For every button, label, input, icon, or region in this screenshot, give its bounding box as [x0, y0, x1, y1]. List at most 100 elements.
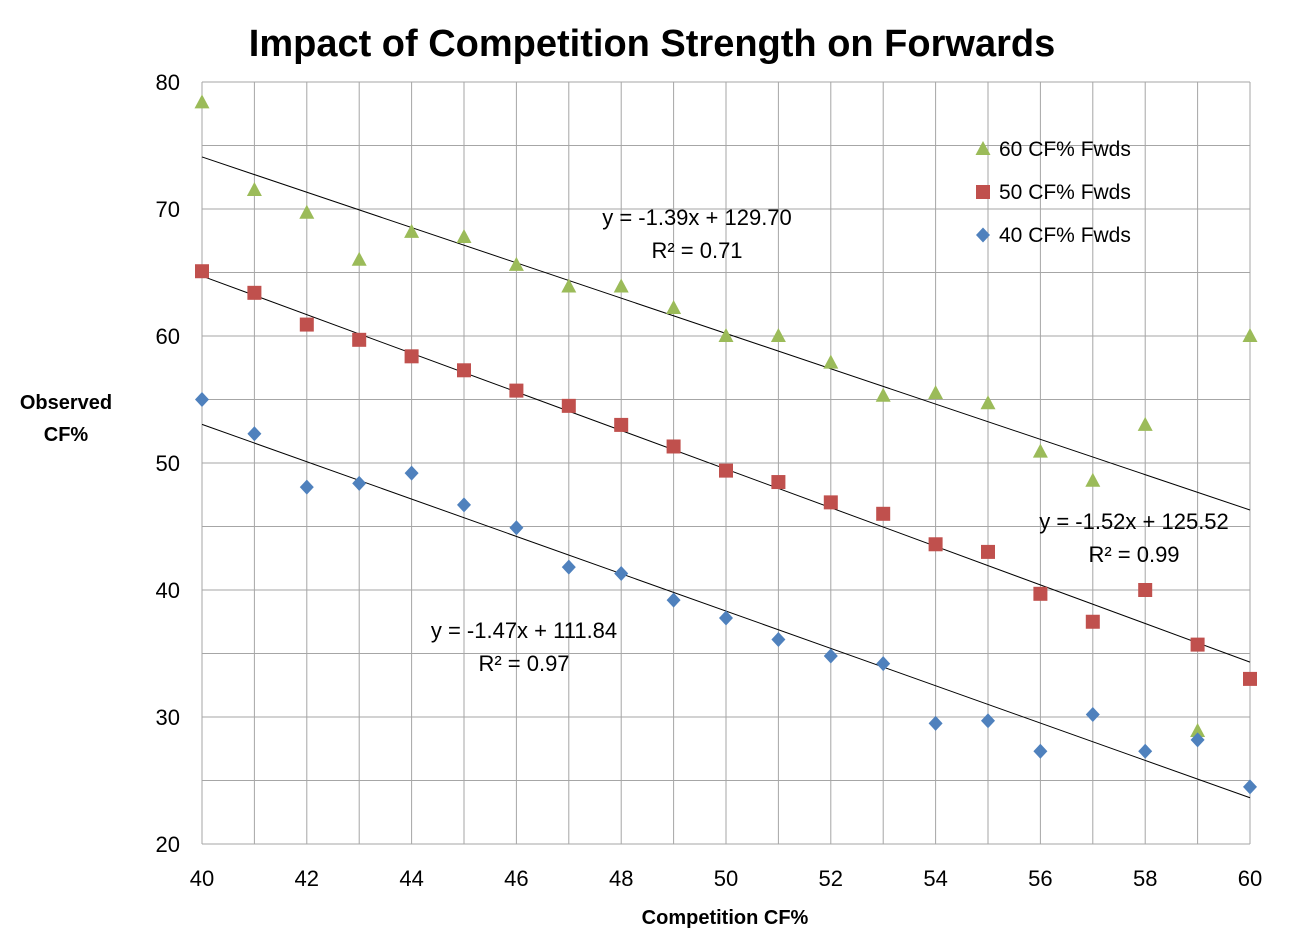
y-tick-label: 80: [156, 70, 180, 95]
x-tick-label: 42: [295, 866, 319, 891]
legend: 60 CF% Fwds 50 CF% Fwds 40 CF% Fwds: [975, 138, 1131, 247]
x-axis-label: Competition CF%: [642, 907, 809, 929]
data-point: [666, 592, 681, 608]
data-point: [457, 363, 471, 378]
legend-label: 40 CF% Fwds: [999, 224, 1131, 247]
y-tick-label: 30: [156, 705, 180, 730]
x-tick-label: 40: [190, 866, 214, 891]
data-point: [823, 648, 838, 664]
data-point: [195, 264, 209, 279]
data-point: [299, 204, 315, 219]
data-point: [457, 497, 471, 513]
trendline-equation: y = -1.47x + 111.84: [431, 618, 617, 643]
legend-marker: [975, 141, 991, 155]
data-point: [980, 395, 996, 410]
data-point: [352, 332, 367, 347]
x-tick-label: 58: [1133, 866, 1157, 891]
data-point: [1033, 586, 1048, 601]
data-point: [928, 715, 943, 731]
data-point: [352, 475, 367, 491]
trendline-equations: y = -1.39x + 129.70 R² = 0.71 y = -1.52x +…: [431, 205, 1229, 676]
data-point: [1085, 706, 1100, 722]
data-point: [1242, 328, 1258, 342]
data-point: [1138, 583, 1153, 597]
data-point: [247, 426, 262, 442]
y-tick-label: 70: [156, 197, 180, 222]
legend-label: 50 CF% Fwds: [999, 181, 1131, 204]
data-point: [823, 495, 838, 510]
data-point: [928, 385, 944, 400]
y-tick-label: 60: [156, 324, 180, 349]
data-point: [1085, 614, 1100, 629]
data-point: [299, 479, 314, 495]
data-point: [613, 278, 629, 293]
data-point: [351, 251, 367, 266]
data-point: [404, 465, 419, 481]
data-point: [1138, 743, 1153, 759]
y-tick-label: 20: [156, 832, 180, 857]
y-axis-label-line-2: CF%: [44, 424, 89, 446]
data-point: [404, 349, 419, 364]
data-point: [508, 256, 524, 271]
data-point: [1032, 443, 1048, 458]
data-point: [1085, 472, 1101, 487]
trendline-equation: y = -1.39x + 129.70: [602, 205, 792, 230]
chart-title: Impact of Competition Strength on Forwar…: [249, 23, 1055, 65]
gridlines: [201, 81, 1251, 845]
data-point: [1190, 637, 1205, 652]
data-point: [456, 228, 472, 243]
data-point: [247, 285, 262, 300]
data-point: [561, 559, 576, 575]
x-tick-label: 44: [399, 866, 423, 891]
data-point: [299, 317, 314, 332]
data-point: [1243, 779, 1257, 795]
data-point: [771, 632, 786, 648]
y-axis-label-line-1: Observed: [20, 392, 112, 414]
trendline-r-squared: R² = 0.97: [478, 651, 569, 676]
data-point: [509, 520, 524, 536]
data-point: [195, 392, 209, 407]
data-point: [981, 713, 995, 729]
x-axis-ticks: 40 42 44 46 48 50 52 54 56 58 60: [190, 866, 1262, 891]
data-point: [823, 354, 839, 369]
x-tick-label: 46: [504, 866, 528, 891]
data-point: [719, 610, 733, 626]
data-point: [719, 463, 733, 478]
data-point: [246, 181, 262, 196]
data-point: [1190, 722, 1206, 737]
data-point: [666, 439, 681, 454]
data-point: [875, 387, 891, 402]
data-point: [614, 565, 629, 581]
trendline-equation: y = -1.52x + 125.52: [1039, 509, 1229, 534]
data-points: [194, 94, 1258, 795]
data-point: [561, 278, 577, 293]
data-point: [718, 328, 734, 342]
y-axis-ticks: 20 30 40 50 60 70 80: [156, 70, 180, 857]
x-tick-label: 54: [923, 866, 947, 891]
data-point: [770, 328, 786, 342]
x-tick-label: 48: [609, 866, 633, 891]
data-point: [194, 94, 210, 109]
data-point: [771, 475, 786, 490]
y-tick-label: 50: [156, 451, 180, 476]
y-tick-label: 40: [156, 578, 180, 603]
data-point: [1033, 743, 1048, 759]
data-point: [928, 537, 943, 552]
data-point: [876, 506, 891, 521]
x-tick-label: 60: [1238, 866, 1262, 891]
legend-label: 60 CF% Fwds: [999, 138, 1131, 161]
data-point: [876, 656, 891, 672]
data-point: [404, 223, 420, 238]
data-point: [1137, 416, 1153, 431]
trendline-r-squared: R² = 0.99: [1088, 542, 1179, 567]
data-point: [981, 544, 995, 559]
data-point: [1190, 732, 1205, 748]
trendline-r-squared: R² = 0.71: [651, 238, 742, 263]
x-tick-label: 50: [714, 866, 738, 891]
data-point: [561, 398, 576, 413]
data-point: [1243, 671, 1257, 686]
legend-marker: [976, 227, 990, 243]
x-tick-label: 52: [819, 866, 843, 891]
data-point: [666, 300, 682, 315]
